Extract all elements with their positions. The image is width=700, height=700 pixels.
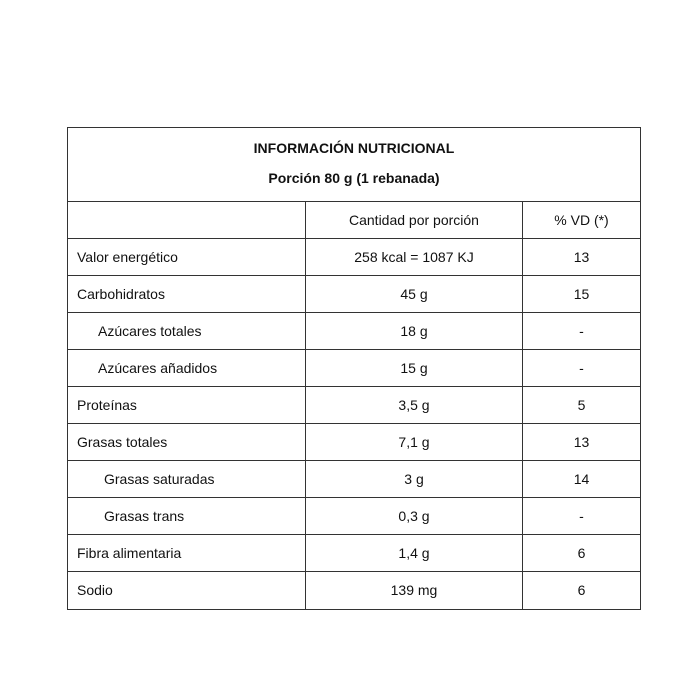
daily-value: 6 [577,545,586,561]
table-row: Proteínas 3,5 g 5 [68,387,640,424]
daily-value: 14 [573,471,590,487]
amount-per-serving: 3,5 g [306,387,523,423]
daily-value: - [579,508,584,524]
nutrition-table: INFORMACIÓN NUTRICIONAL Porción 80 g (1 … [67,127,641,610]
amount-per-serving: 139 mg [306,572,523,609]
nutrient-name: Sodio [68,572,306,609]
amount-per-serving: 45 g [306,276,523,312]
daily-value: 13 [573,434,590,450]
table-row: Fibra alimentaria 1,4 g 6 [68,535,640,572]
daily-value: 5 [577,397,586,413]
nutrient-name: Valor energético [68,239,306,275]
daily-value: - [579,323,584,339]
nutrient-name: Proteínas [68,387,306,423]
daily-value: 13 [573,249,590,265]
amount-per-serving: 15 g [306,350,523,386]
nutrient-name: Azúcares añadidos [68,350,306,386]
daily-value: 6 [577,582,586,598]
table-title: INFORMACIÓN NUTRICIONAL [253,140,455,156]
column-header: % VD (*) [554,212,609,228]
amount-per-serving: 0,3 g [306,498,523,534]
amount-per-serving: 258 kcal = 1087 KJ [306,239,523,275]
amount-per-serving: 18 g [306,313,523,349]
table-header: INFORMACIÓN NUTRICIONAL Porción 80 g (1 … [68,128,640,202]
serving-size: Porción 80 g (1 rebanada) [268,170,440,186]
table-row: Azúcares añadidos 15 g - [68,350,640,387]
nutrient-name: Azúcares totales [68,313,306,349]
nutrient-name: Grasas totales [68,424,306,460]
nutrient-name: Fibra alimentaria [68,535,306,571]
table-row: Valor energético 258 kcal = 1087 KJ 13 [68,239,640,276]
daily-value: - [579,360,584,376]
table-row: Grasas saturadas 3 g 14 [68,461,640,498]
table-row: Sodio 139 mg 6 [68,572,640,609]
table-row: Grasas trans 0,3 g - [68,498,640,535]
nutrient-name: Carbohidratos [68,276,306,312]
amount-per-serving: 3 g [306,461,523,497]
nutrient-name: Grasas trans [68,498,306,534]
table-row: Grasas totales 7,1 g 13 [68,424,640,461]
daily-value: 15 [573,286,590,302]
column-header [68,202,306,238]
amount-per-serving: 7,1 g [306,424,523,460]
column-header-row: Cantidad por porción % VD (*) [68,202,640,239]
amount-per-serving: 1,4 g [306,535,523,571]
nutrient-name: Grasas saturadas [68,461,306,497]
table-row: Carbohidratos 45 g 15 [68,276,640,313]
table-row: Azúcares totales 18 g - [68,313,640,350]
column-header: Cantidad por porción [306,202,523,238]
